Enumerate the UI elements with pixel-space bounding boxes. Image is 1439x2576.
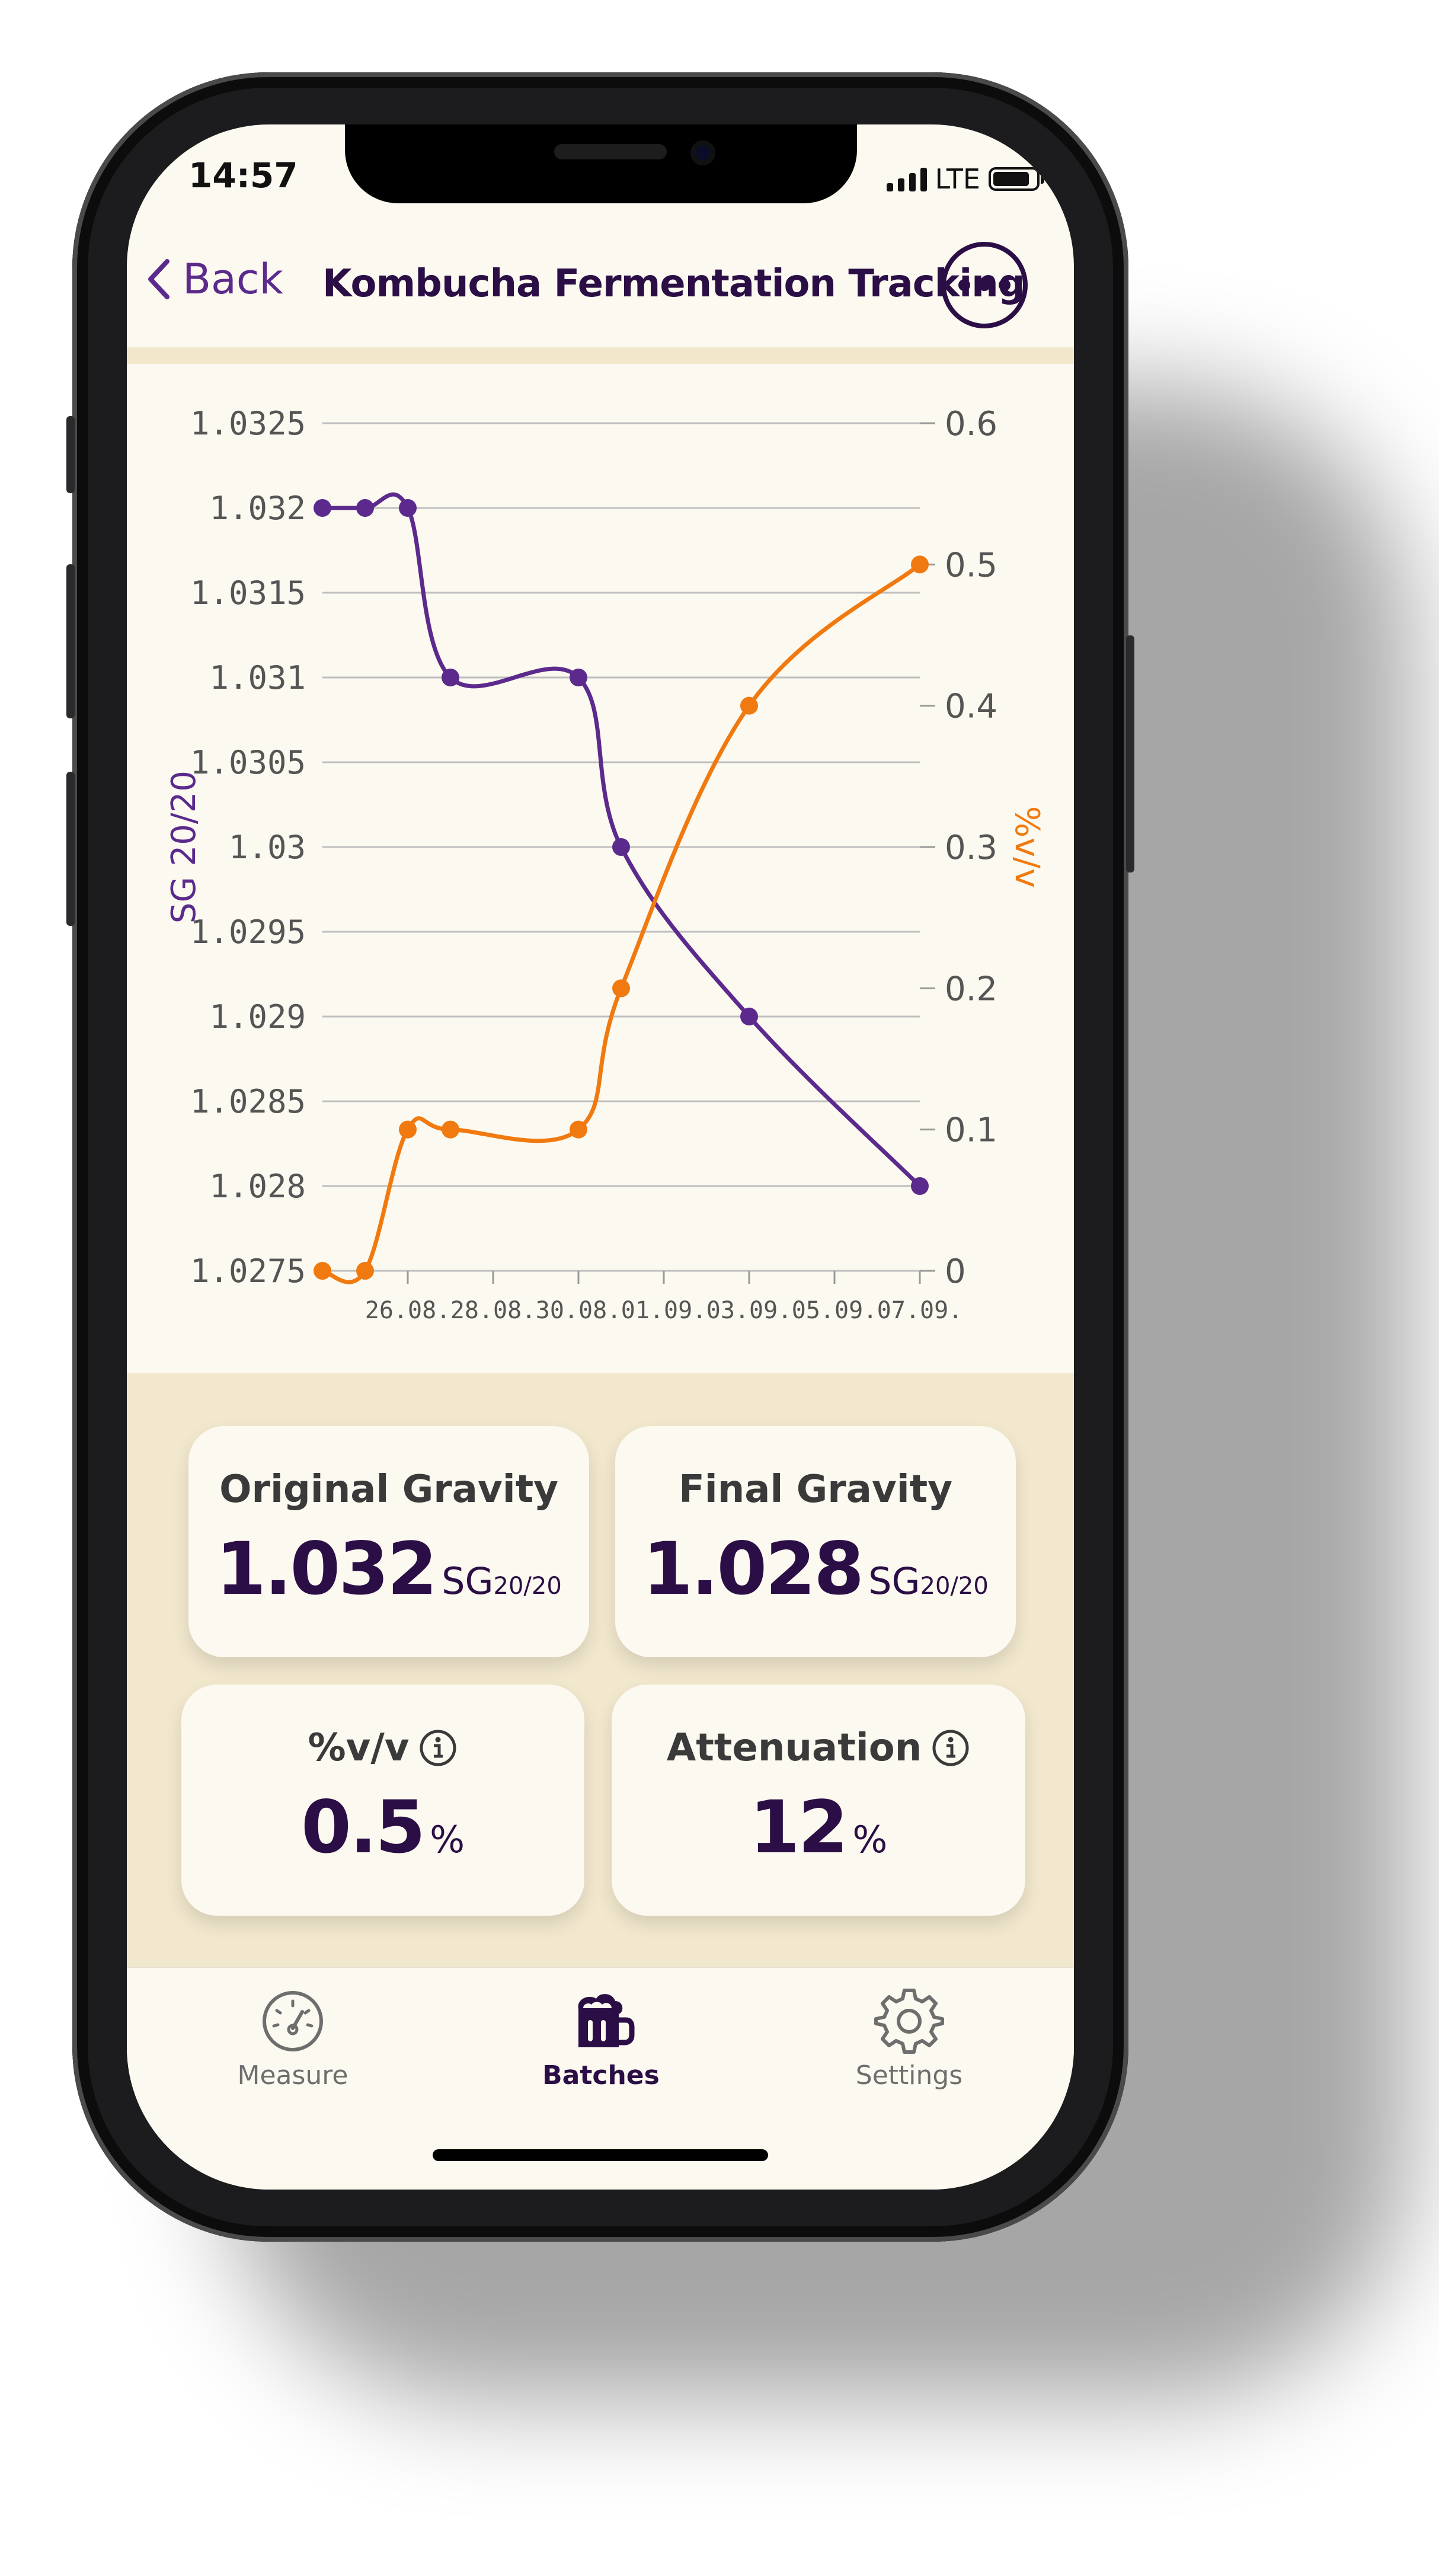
y-left-tick-label: 1.028 <box>209 1168 306 1205</box>
volume-down-button <box>66 772 75 926</box>
original-gravity-title: Original Gravity <box>219 1468 558 1511</box>
y-left-axis-label: SG 20/20 <box>165 771 203 923</box>
mute-switch <box>66 416 75 493</box>
y-right-axis-label: %v/v <box>1008 806 1046 888</box>
data-point-abv <box>570 1120 587 1139</box>
volume-up-button <box>66 564 75 718</box>
gear-icon <box>874 1989 944 2054</box>
more-options-button[interactable] <box>941 242 1028 328</box>
x-tick-label: 05.09. <box>792 1297 878 1324</box>
tab-measure[interactable]: Measure <box>204 1986 382 2091</box>
home-indicator[interactable] <box>433 2149 768 2161</box>
abv-value: 0.5 <box>300 1785 426 1869</box>
gauge-icon <box>263 1991 323 2051</box>
power-button <box>1126 635 1134 872</box>
final-gravity-unit: SG <box>868 1559 920 1603</box>
x-tick-label: 01.09. <box>621 1297 707 1324</box>
data-point-abv <box>442 1120 459 1139</box>
status-indicators: LTE <box>886 161 1044 197</box>
final-gravity-unit-sub: 20/20 <box>920 1573 989 1600</box>
y-left-tick-label: 1.0305 <box>190 744 306 781</box>
data-point-gravity <box>911 1177 929 1195</box>
abv-title: %v/v <box>308 1726 410 1770</box>
tab-settings[interactable]: Settings <box>820 1986 998 2091</box>
data-point-abv <box>740 696 758 715</box>
x-tick-label: 30.08. <box>536 1297 622 1324</box>
x-tick-label: 26.08. <box>365 1297 451 1324</box>
y-left-tick-label: 1.0295 <box>190 913 306 951</box>
stats-panel: Original Gravity 1.032 SG 20/20 Final Gra… <box>127 1373 1074 1967</box>
navigation-bar: Back Kombucha Fermentation Tracking <box>127 213 1074 337</box>
data-point-gravity <box>314 499 331 517</box>
back-button[interactable]: Back <box>146 255 283 303</box>
info-icon[interactable] <box>418 1728 458 1768</box>
y-right-tick-label: 0.6 <box>945 405 997 443</box>
notch <box>345 124 857 203</box>
data-point-abv <box>911 555 929 574</box>
final-gravity-title: Final Gravity <box>679 1468 952 1511</box>
y-left-tick-label: 1.032 <box>209 490 306 527</box>
ellipsis-icon <box>958 279 970 291</box>
header-divider <box>127 347 1074 364</box>
y-left-tick-label: 1.03 <box>229 829 306 866</box>
attenuation-card[interactable]: Attenuation 12 % <box>612 1685 1025 1916</box>
back-label: Back <box>183 255 283 303</box>
y-right-tick-label: 0.2 <box>945 970 997 1008</box>
signal-icon <box>886 167 927 191</box>
final-gravity-value: 1.028 <box>642 1527 864 1611</box>
y-right-tick-label: 0.1 <box>945 1111 997 1150</box>
series-line-abv <box>322 562 922 1284</box>
data-point-abv <box>356 1262 374 1280</box>
data-point-abv <box>314 1262 331 1280</box>
y-right-tick-label: 0.5 <box>945 546 997 584</box>
data-point-abv <box>399 1120 417 1139</box>
data-point-gravity <box>612 838 630 856</box>
y-left-tick-label: 1.0315 <box>190 574 306 612</box>
y-left-tick-label: 1.029 <box>209 998 306 1035</box>
y-right-tick-label: 0.4 <box>945 688 997 726</box>
tab-settings-label: Settings <box>855 2060 963 2091</box>
app-screen: 14:57 LTE Back Kombucha Fermentation Tra… <box>127 124 1074 2190</box>
final-gravity-card: Final Gravity 1.028 SG 20/20 <box>615 1426 1016 1657</box>
data-point-abv <box>612 979 630 998</box>
tab-batches[interactable]: Batches <box>512 1986 690 2091</box>
tab-measure-label: Measure <box>237 2060 348 2091</box>
network-label: LTE <box>935 163 980 195</box>
y-right-tick-label: 0 <box>945 1252 966 1291</box>
chevron-left-icon <box>148 259 170 299</box>
status-time: 14:57 <box>188 155 298 196</box>
x-tick-label: 07.09. <box>877 1297 963 1324</box>
phone-frame: 14:57 LTE Back Kombucha Fermentation Tra… <box>66 72 1134 2242</box>
tab-batches-label: Batches <box>542 2060 660 2091</box>
data-point-gravity <box>442 669 459 686</box>
x-tick-label: 28.08. <box>450 1297 536 1324</box>
original-gravity-unit-sub: 20/20 <box>493 1573 562 1600</box>
earpiece-speaker <box>554 144 667 159</box>
data-point-gravity <box>570 669 587 686</box>
attenuation-title: Attenuation <box>666 1726 922 1770</box>
y-left-tick-label: 1.0275 <box>190 1252 306 1290</box>
data-point-gravity <box>356 499 374 517</box>
info-icon[interactable] <box>931 1728 970 1768</box>
beer-mug-icon <box>578 1994 635 2047</box>
page-title: Kombucha Fermentation Tracking <box>322 262 1025 306</box>
data-point-gravity <box>399 499 417 517</box>
attenuation-value: 12 <box>749 1785 849 1869</box>
abv-unit: % <box>430 1818 465 1861</box>
battery-icon <box>989 167 1044 191</box>
y-left-tick-label: 1.0325 <box>190 405 306 442</box>
original-gravity-value: 1.032 <box>216 1527 437 1611</box>
y-left-tick-label: 1.0285 <box>190 1083 306 1120</box>
original-gravity-card: Original Gravity 1.032 SG 20/20 <box>188 1426 589 1657</box>
x-tick-label: 03.09. <box>706 1297 792 1324</box>
fermentation-chart: 1.0325 1.032 1.0315 1.031 1.0305 1.03 1.0295 1.… <box>165 405 1046 1324</box>
data-point-gravity <box>740 1008 758 1025</box>
attenuation-unit: % <box>852 1818 888 1861</box>
abv-card[interactable]: %v/v 0.5 % <box>181 1685 584 1916</box>
original-gravity-unit: SG <box>442 1559 494 1603</box>
y-left-tick-label: 1.031 <box>209 659 306 696</box>
front-camera <box>690 140 715 165</box>
y-right-tick-label: 0.3 <box>945 829 997 867</box>
